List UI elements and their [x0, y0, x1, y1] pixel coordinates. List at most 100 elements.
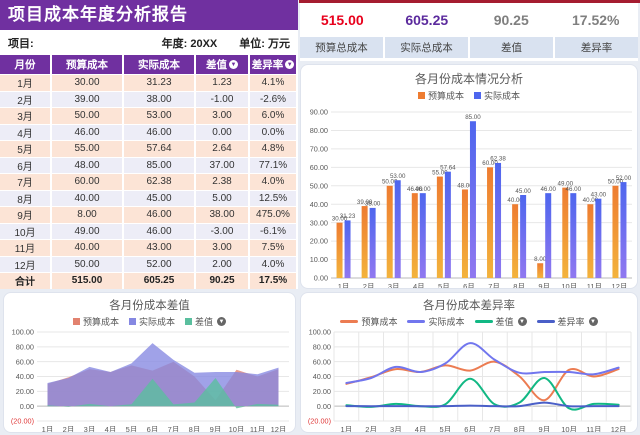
table-cell: 37.00	[196, 157, 248, 173]
sort-icon[interactable]: ▼	[588, 317, 598, 326]
svg-text:43.00: 43.00	[591, 191, 607, 198]
svg-text:30.00: 30.00	[332, 215, 348, 222]
legend-item: 预算成本	[72, 315, 119, 328]
table-cell: 6月	[0, 157, 50, 173]
sort-icon[interactable]: ▼	[229, 60, 238, 69]
summary-card-label: 预算总成本	[300, 37, 383, 58]
total-row-cell: 90.25	[196, 273, 248, 289]
svg-text:10月: 10月	[229, 425, 245, 433]
table-cell: 50.00	[52, 256, 122, 272]
report-panel: 项目成本年度分析报告 项目: 年度: 20XX 单位: 万元 月份 预算成本 实际成…	[0, 0, 298, 289]
table-cell: 7月	[0, 174, 50, 190]
svg-text:6月: 6月	[463, 282, 475, 289]
summary-value: 605.25	[405, 12, 449, 28]
legend-marker-icon	[407, 320, 426, 323]
table-cell: 6.0%	[250, 108, 296, 124]
table-cell: 62.38	[124, 174, 194, 190]
svg-text:0.00: 0.00	[20, 402, 34, 411]
table-cell: 38.00	[124, 91, 194, 107]
table-cell: 2.38	[196, 174, 248, 190]
svg-text:4月: 4月	[413, 282, 425, 289]
svg-text:0.00: 0.00	[317, 402, 331, 411]
svg-text:6月: 6月	[147, 425, 159, 433]
svg-text:46.00: 46.00	[540, 186, 556, 193]
svg-text:100.00: 100.00	[12, 328, 34, 337]
svg-text:40.00: 40.00	[583, 197, 599, 204]
svg-text:45.00: 45.00	[515, 188, 531, 195]
svg-text:49.00: 49.00	[558, 180, 574, 187]
table-header-cell: 预算成本	[52, 55, 122, 74]
legend-label: 实际成本	[138, 317, 175, 327]
bar-chart-card: 各月份成本情况分析 预算成本 实际成本 0.00 10.00 20.00 30.00 40.0…	[300, 64, 638, 289]
legend-item: 实际成本	[474, 89, 520, 102]
table-cell: 43.00	[124, 240, 194, 256]
svg-text:11月: 11月	[250, 425, 265, 433]
legend-item: 实际成本	[128, 315, 175, 328]
svg-text:4月: 4月	[415, 425, 427, 433]
table-cell: 40.00	[52, 190, 122, 206]
chart-legend: 预算成本 实际成本	[301, 89, 637, 102]
table-cell: 1月	[0, 75, 50, 91]
sort-icon[interactable]: ▼	[517, 317, 527, 326]
table-cell: 30.00	[52, 75, 122, 91]
svg-text:20.00: 20.00	[16, 387, 34, 396]
svg-text:80.00: 80.00	[16, 342, 34, 351]
cost-table: 月份 预算成本 实际成本 差值 ▼ 差异率 ▼ 1月 30.00 31.23 1.23 4.1% 2月 3…	[0, 55, 298, 289]
svg-text:6月: 6月	[464, 425, 476, 433]
table-cell: 77.1%	[250, 157, 296, 173]
table-cell: 0.0%	[250, 124, 296, 140]
table-cell: 4.8%	[250, 141, 296, 157]
svg-text:60.00: 60.00	[482, 160, 498, 167]
chart-legend: 预算成本 实际成本 差值 ▼	[4, 315, 295, 328]
svg-text:12月: 12月	[612, 282, 628, 289]
svg-text:85.00: 85.00	[465, 114, 481, 121]
sort-icon[interactable]: ▼	[217, 317, 227, 326]
svg-text:12月: 12月	[611, 425, 627, 433]
table-cell: 85.00	[124, 157, 194, 173]
table-cell: 55.00	[52, 141, 122, 157]
svg-text:4月: 4月	[105, 425, 117, 433]
legend-marker-icon	[474, 320, 493, 323]
table-header-cell: 月份	[0, 55, 50, 74]
svg-text:(20.00): (20.00)	[11, 417, 34, 426]
summary-value: 515.00	[320, 12, 364, 28]
svg-text:80.00: 80.00	[310, 126, 328, 135]
table-cell: 475.0%	[250, 207, 296, 223]
table-header-label: 预算成本	[66, 59, 108, 71]
table-cell: 1.23	[196, 75, 248, 91]
svg-text:57.64: 57.64	[440, 164, 456, 171]
table-cell: 8月	[0, 190, 50, 206]
table-cell: 2.64	[196, 141, 248, 157]
svg-text:52.00: 52.00	[616, 175, 632, 182]
table-cell: 46.00	[124, 124, 194, 140]
table-header-label: 差值	[206, 59, 227, 71]
svg-text:2月: 2月	[365, 425, 377, 433]
summary-panel: 515.00 605.25 90.25 17.52% 预算总成本 实际总成本 差值 差异率	[300, 3, 638, 61]
sort-icon[interactable]: ▼	[285, 60, 295, 69]
total-row-cell: 605.25	[124, 273, 194, 289]
project-label: 项目:	[8, 37, 34, 50]
svg-text:30.00: 30.00	[310, 218, 328, 227]
svg-text:8月: 8月	[514, 425, 526, 433]
table-cell: 5.00	[196, 190, 248, 206]
area-chart-card: 各月份成本差值 预算成本 实际成本 差值 ▼ (20.00) 0.00 20.00 40.00 6…	[3, 292, 296, 433]
table-cell: 46.00	[124, 223, 194, 239]
table-cell: 46.00	[124, 207, 194, 223]
legend-item: 预算成本	[417, 89, 464, 102]
svg-text:50.00: 50.00	[382, 179, 398, 186]
svg-text:3月: 3月	[84, 425, 96, 433]
svg-text:3月: 3月	[390, 425, 402, 433]
svg-text:8月: 8月	[513, 282, 525, 289]
summary-value: 17.52%	[572, 12, 620, 28]
svg-text:12月: 12月	[271, 425, 287, 433]
table-header-cell[interactable]: 差值 ▼	[196, 55, 248, 74]
summary-value: 90.25	[493, 12, 529, 28]
svg-text:10月: 10月	[561, 425, 577, 433]
year-label: 年度: 20XX	[161, 37, 218, 50]
legend-label: 差值	[195, 317, 214, 327]
table-cell: 7.5%	[250, 240, 296, 256]
svg-text:60.00: 60.00	[313, 357, 331, 366]
table-header-cell[interactable]: 差异率 ▼	[250, 55, 296, 74]
legend-marker-icon	[128, 318, 136, 325]
legend-marker-icon	[340, 320, 359, 323]
